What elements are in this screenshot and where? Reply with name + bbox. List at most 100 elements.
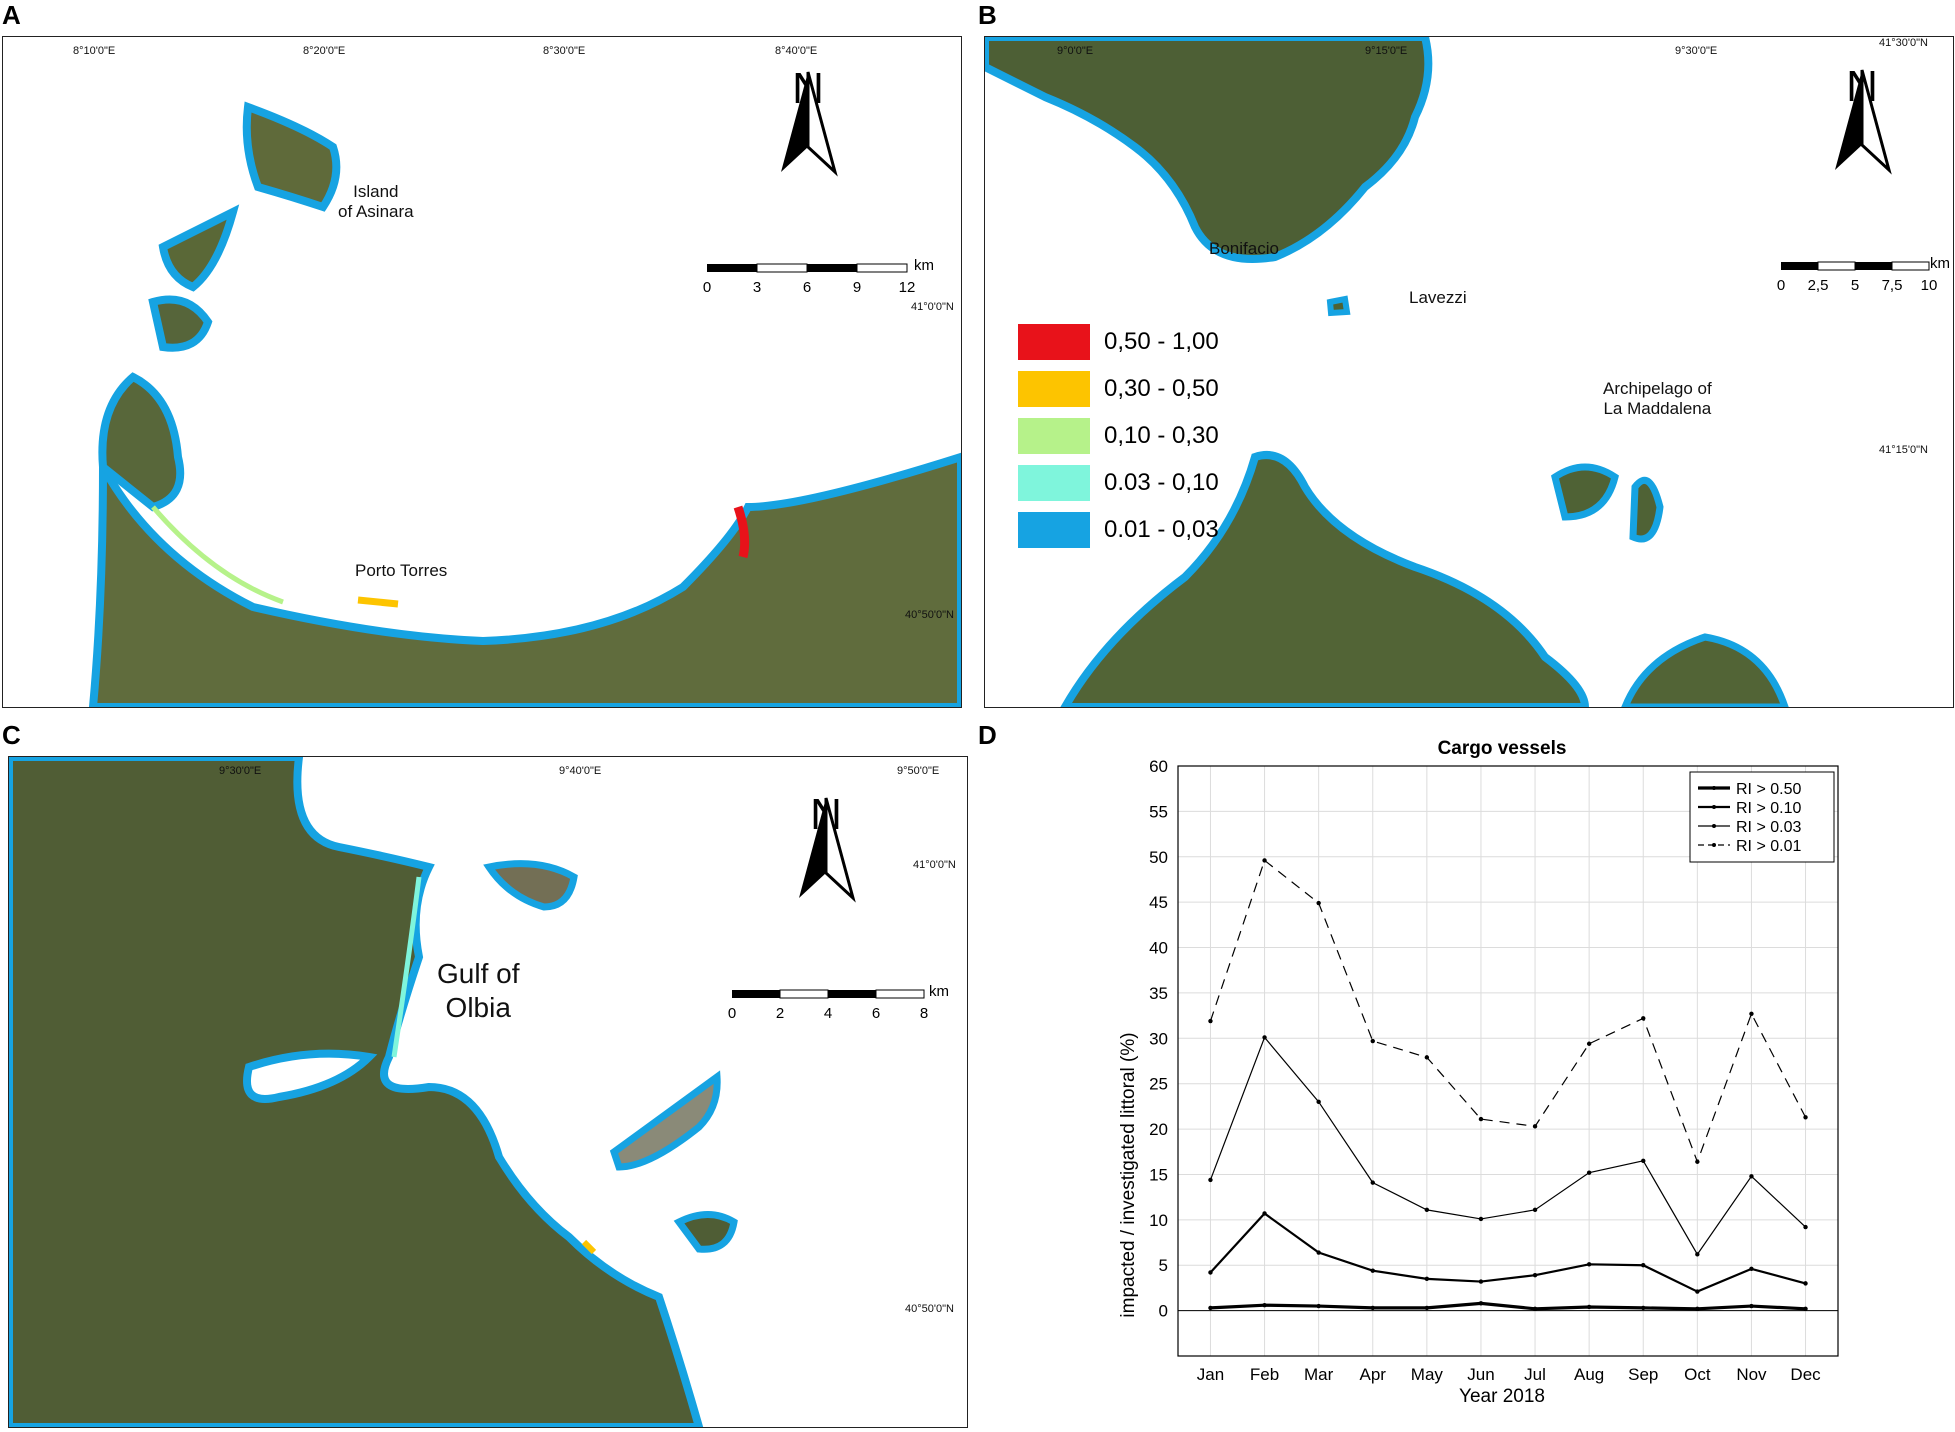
data-point [1208,1270,1213,1275]
coord-a-lat-1: 41°0'0"N [911,301,954,313]
scale-a-unit: km [914,257,934,274]
place-maddalena: Archipelago of La Maddalena [1603,379,1712,420]
legend-item: 0.01 - 0,03 [1018,512,1219,548]
land-tavolara [609,1070,721,1171]
land-molara [673,1211,738,1253]
data-point [1478,1216,1484,1222]
legend-swatch [1018,465,1090,501]
data-point [1532,1306,1538,1311]
chart-x-axis-label: Year 2018 [1459,1386,1545,1407]
map-panel-b: 9°0'0"E 9°15'0"E 9°30'0"E 41°30'0"N 41°1… [984,36,1954,708]
place-bonifacio: Bonifacio [1209,239,1279,258]
scale-a-tick-3: 9 [852,279,862,296]
x-tick-label: Jan [1197,1365,1224,1384]
coord-b-lon-3: 9°30'0"E [1675,45,1718,57]
scale-c-tick-4: 8 [919,1005,929,1022]
scale-b-tick-2: 5 [1850,277,1860,294]
data-point [1749,1011,1754,1016]
data-point [1208,1177,1213,1183]
series-line-4 [1209,859,1807,1164]
map-b-graphic [985,37,1789,707]
data-point [1262,858,1267,863]
data-point [1749,1266,1754,1272]
data-point [1803,1281,1808,1286]
legend-marker [1712,805,1716,809]
series-line-3 [1209,1036,1806,1256]
legend-entry-label: RI > 0.50 [1736,781,1801,798]
legend-swatch [1018,324,1090,360]
land-olbia-coast [9,757,704,1427]
coord-c-lat-2: 40°50'0"N [905,1303,954,1315]
legend-label: 0,50 - 1,00 [1104,328,1219,355]
data-point [1749,1174,1754,1179]
scale-bar-c-graphic [732,989,925,999]
north-arrow-c-icon [799,797,856,903]
data-point [1424,1055,1430,1060]
scale-bar-c: km 0 2 4 6 8 [728,983,951,1037]
scale-a-tick-2: 6 [802,279,812,296]
y-tick-label: 45 [1149,893,1168,912]
map-c-graphic [9,757,738,1427]
scale-c-unit: km [929,983,949,1000]
legend-swatch [1018,371,1090,407]
land-asinara-south [158,204,240,292]
legend-label: 0.01 - 0,03 [1104,516,1219,543]
x-tick-label: Jun [1467,1365,1494,1384]
data-point [1424,1207,1430,1213]
y-tick-label: 35 [1149,984,1168,1003]
data-point [1532,1207,1538,1213]
land-sardinia-north [1060,451,1590,707]
data-point [1803,1224,1808,1230]
legend-item: 0.03 - 0,10 [1018,465,1219,501]
land-mainland-a [88,451,961,707]
y-tick-label: 20 [1149,1120,1168,1139]
land-lavezzi [1326,295,1351,317]
scale-bar-b-graphic [1781,261,1930,271]
coord-c-lon-3: 9°50'0"E [897,765,940,777]
y-tick-label: 30 [1149,1029,1168,1048]
scale-b-tick-3: 7,5 [1881,277,1903,294]
land-corsica [985,37,1433,263]
data-point [1586,1304,1592,1310]
data-point [1695,1159,1700,1164]
y-tick-label: 60 [1149,757,1168,776]
impact-segment-green-a [151,505,284,605]
impact-segment-yellow-a [357,596,399,608]
coord-a-lat-2: 40°50'0"N [905,609,954,621]
gulf-inner-water [243,1049,378,1103]
data-point [1803,1306,1808,1311]
north-arrow-b-icon [1835,69,1892,175]
legend-swatch [1018,512,1090,548]
map-a-graphic [88,101,961,707]
x-tick-label: May [1411,1365,1444,1384]
y-tick-label: 15 [1149,1165,1168,1184]
coord-a-lon-3: 8°30'0"E [543,45,586,57]
y-tick-label: 0 [1159,1302,1168,1321]
data-point [1262,1302,1267,1308]
data-point [1208,1018,1213,1024]
data-point [1695,1252,1700,1257]
place-maddalena-line2: La Maddalena [1603,399,1712,419]
x-tick-label: Apr [1360,1365,1387,1384]
scale-bar-b: km 0 2,5 5 7,5 10 [1777,255,1950,309]
scale-c-tick-2: 4 [823,1005,833,1022]
land-island-asinara [242,101,341,212]
land-maddalena-2 [1629,476,1664,543]
series-line-1 [1210,1301,1806,1311]
data-point [1370,1038,1375,1044]
scale-c-tick-3: 6 [871,1005,881,1022]
legend-marker [1712,786,1716,790]
impact-segment-red-a [733,505,750,559]
scale-b-unit: km [1930,255,1950,272]
place-gulf-of-olbia: Gulf of Olbia [437,957,519,1024]
legend-label: 0,30 - 0,50 [1104,375,1219,402]
data-point [1532,1124,1538,1129]
data-point [1641,1016,1646,1021]
legend-entry-label: RI > 0.03 [1736,819,1801,836]
map-panel-c: 9°30'0"E 9°40'0"E 9°50'0"E 41°0'0"N 40°5… [8,756,968,1428]
x-tick-label: Feb [1250,1365,1279,1384]
place-gulf-line1: Gulf of [437,958,520,989]
data-point [1262,1211,1267,1216]
data-point [1478,1301,1484,1306]
impact-segment-green-c [391,876,422,1058]
